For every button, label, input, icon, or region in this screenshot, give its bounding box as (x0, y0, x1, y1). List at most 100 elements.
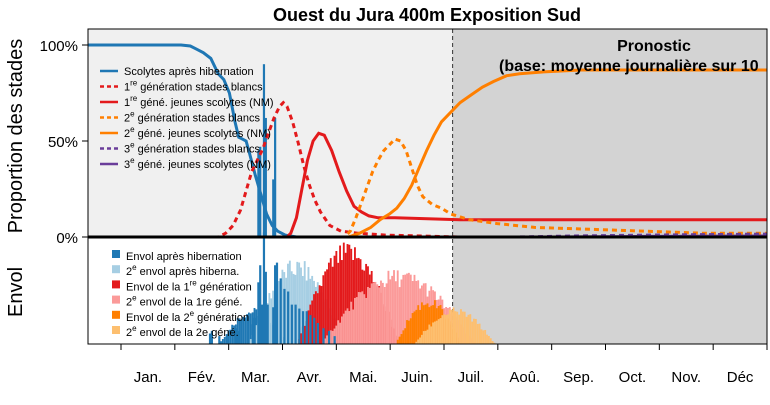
flight-bar-hibernation (305, 311, 308, 344)
flight-bar (247, 312, 250, 344)
flight-bar (220, 341, 222, 344)
forecast-region (452, 29, 767, 344)
flight-bar (339, 245, 341, 344)
flight-bar (471, 321, 474, 344)
flight-bar (348, 311, 351, 344)
flight-bar-hibernation (313, 317, 316, 344)
flight-bar (413, 274, 416, 344)
flight-bar (398, 336, 401, 344)
flight-bar (307, 267, 310, 344)
y-axis-label-top: Proportion des stades (5, 39, 27, 234)
flight-bar (493, 342, 496, 344)
x-tick-label: Oct. (619, 369, 647, 386)
flight-bar-hibernation (309, 315, 312, 344)
flight-bar (391, 275, 394, 344)
flight-bar (434, 321, 436, 344)
flight-bar (387, 270, 390, 344)
flight-bar (333, 255, 336, 344)
flight-bar (420, 334, 423, 344)
flight-bar (402, 274, 405, 344)
flight-bar (428, 324, 431, 344)
flight-bar (292, 273, 295, 344)
flight-bar (298, 262, 301, 344)
flight-bar (411, 313, 414, 344)
flight-bar (448, 309, 451, 344)
flight-bar (296, 261, 299, 344)
flight-bar (221, 339, 224, 344)
flight-bar (484, 329, 487, 344)
flight-bar (372, 282, 375, 344)
flight-bar-hibernation (290, 304, 293, 344)
flight-bar-hibernation (259, 265, 262, 344)
flight-bar (424, 304, 427, 344)
flight-bar (255, 325, 258, 344)
legend-swatch (112, 310, 120, 319)
plot-frame (87, 28, 768, 345)
flight-bar (322, 275, 325, 344)
legend-label: 2e géné. jeunes scolytes (NM) (124, 125, 271, 140)
series-line-gen1_white (88, 100, 767, 239)
flight-bar (482, 330, 485, 344)
flight-bar (344, 310, 347, 344)
flight-bar-hibernation (253, 317, 256, 344)
flight-bar (393, 270, 395, 344)
flight-bar (419, 309, 421, 344)
flight-bar-hibernation (333, 336, 336, 344)
flight-bar (337, 262, 340, 344)
flight-bar (422, 331, 425, 344)
flight-bar (227, 330, 230, 344)
flight-bar-hibernation (257, 282, 260, 344)
flight-bar (303, 325, 306, 344)
flight-bar-hibernation (294, 304, 297, 344)
flight-bar (340, 260, 343, 344)
flight-bar-hibernation (275, 262, 279, 344)
flight-bar (461, 311, 464, 344)
flight-bar (452, 307, 455, 344)
flight-bar (489, 338, 492, 344)
flight-bar (348, 244, 351, 344)
flight-bar (249, 339, 252, 344)
x-tick-label: Mar. (241, 369, 270, 386)
flight-bar (467, 314, 470, 344)
flight-bar (378, 287, 381, 344)
flight-bar (303, 261, 306, 344)
flight-bar (469, 314, 472, 344)
flight-bar (288, 260, 291, 344)
flight-bar-hibernation (262, 232, 266, 344)
flight-bar-hibernation (316, 323, 320, 344)
flight-bar (346, 308, 349, 344)
flight-bar (316, 293, 319, 344)
x-tick-label: Déc (727, 369, 754, 386)
flight-bar (400, 334, 403, 344)
flight-bar (417, 305, 420, 344)
flight-bar-hibernation (234, 328, 238, 344)
x-tick-label: Juin. (401, 369, 433, 386)
flight-bar (447, 314, 449, 344)
legend-label: 3e géné. jeunes scolytes (NM) (124, 156, 271, 171)
flight-bar (407, 272, 410, 344)
flight-bar (238, 318, 241, 344)
flight-bar (277, 281, 280, 344)
flight-bar-hibernation (218, 336, 221, 344)
flight-bar (402, 330, 405, 344)
flight-bar (268, 293, 271, 344)
flight-bar (367, 287, 369, 344)
flight-bar (445, 315, 448, 344)
flight-spike (257, 150, 260, 237)
flight-bar (326, 269, 328, 344)
flight-bar (331, 266, 334, 344)
flight-bar (465, 316, 468, 344)
flight-bar (480, 329, 483, 344)
flight-bar (285, 277, 288, 344)
flight-bar (352, 309, 355, 344)
x-tick-label: Mai. (349, 369, 377, 386)
flight-bar (443, 314, 446, 344)
flight-bar (487, 335, 490, 344)
flight-bar (400, 279, 403, 344)
legend-swatch (112, 280, 120, 289)
legend-label: 2e envol après hiberna. (126, 263, 239, 278)
flight-bar (422, 305, 425, 344)
flight-bar-hibernation (264, 271, 267, 344)
